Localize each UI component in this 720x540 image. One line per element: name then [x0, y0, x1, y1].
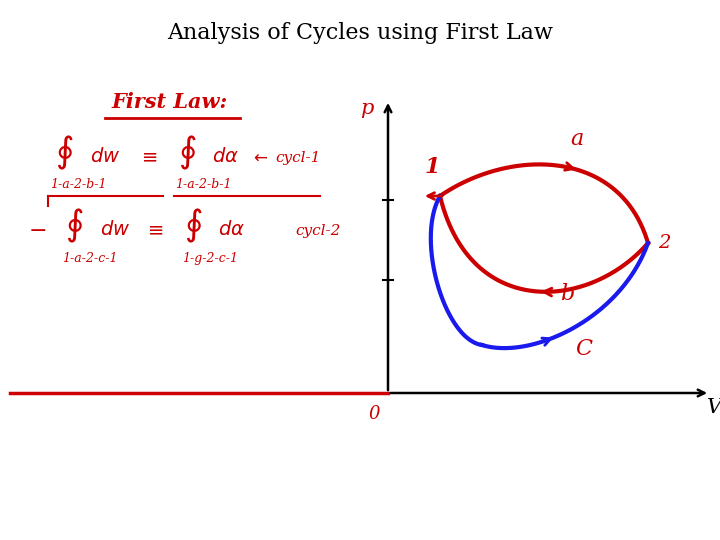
Text: 1-a-2-b-1: 1-a-2-b-1 — [50, 178, 107, 191]
Text: $-$: $-$ — [28, 218, 46, 240]
Text: cycl-1: cycl-1 — [275, 151, 320, 165]
Text: $\oint$: $\oint$ — [55, 133, 73, 172]
Text: 1-g-2-c-1: 1-g-2-c-1 — [182, 252, 238, 265]
Text: $dw$: $dw$ — [100, 220, 130, 239]
Text: Analysis of Cycles using First Law: Analysis of Cycles using First Law — [167, 22, 553, 44]
Text: $dw$: $dw$ — [90, 147, 120, 166]
Text: 1-a-2-c-1: 1-a-2-c-1 — [62, 252, 117, 265]
Text: $\oint$: $\oint$ — [184, 206, 202, 245]
Text: 1-a-2-b-1: 1-a-2-b-1 — [175, 178, 232, 191]
Text: cycl-2: cycl-2 — [295, 224, 341, 238]
Text: $\oint$: $\oint$ — [65, 206, 84, 245]
Text: 0: 0 — [369, 405, 380, 423]
Text: $\oint$: $\oint$ — [178, 133, 197, 172]
Text: 1: 1 — [425, 156, 441, 178]
Text: C: C — [575, 338, 592, 360]
Text: $d\alpha$: $d\alpha$ — [218, 220, 245, 239]
Text: $d\alpha$: $d\alpha$ — [212, 147, 239, 166]
Text: $\equiv$: $\equiv$ — [144, 221, 164, 239]
Text: $\leftarrow$: $\leftarrow$ — [250, 149, 269, 166]
Text: First Law:: First Law: — [112, 92, 228, 112]
Text: a: a — [570, 128, 583, 150]
Text: 2: 2 — [658, 234, 670, 252]
Text: V: V — [708, 398, 720, 417]
Text: $\equiv$: $\equiv$ — [138, 148, 158, 166]
Text: p: p — [359, 98, 373, 118]
Text: b: b — [560, 283, 575, 305]
